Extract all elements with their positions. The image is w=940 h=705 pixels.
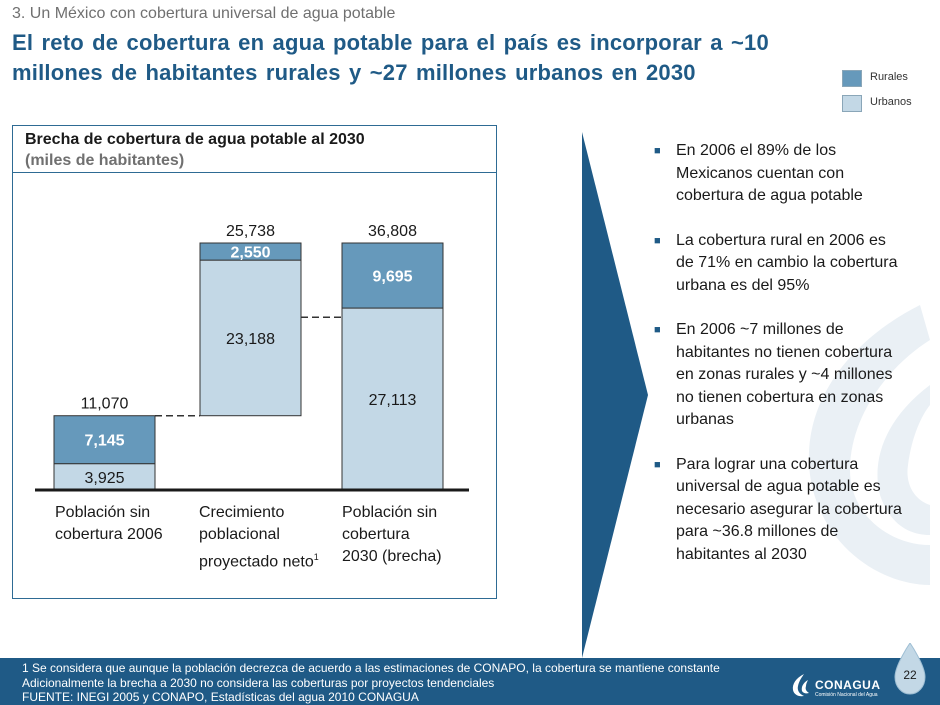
bullet-item: ■ En 2006 el 89% de los Mexicanos cuenta…: [654, 140, 904, 208]
bullet-item: ■ La cobertura rural en 2006 es de 71% e…: [654, 230, 904, 298]
chart-title: Brecha de cobertura de agua potable al 2…: [25, 131, 365, 148]
bar-urbanos-2030: [341, 307, 444, 491]
headline: El reto de cobertura en agua potable par…: [12, 28, 832, 88]
total-label-growth: 25,738: [226, 223, 275, 240]
data-label-urbanos-2006: 3,925: [84, 470, 124, 487]
footnote-1: 1 Se considera que aunque la población d…: [22, 661, 720, 675]
footnote-source: FUENTE: INEGI 2005 y CONAPO, Estadística…: [22, 690, 419, 704]
legend-swatch-rurales: [842, 70, 862, 87]
total-label-2006: 11,070: [81, 396, 129, 413]
category-label-growth-line-3: proyectado neto: [199, 553, 314, 571]
data-label-urbanos-2030: 27,113: [369, 392, 417, 409]
footer-bar: [0, 658, 940, 705]
conagua-logo-icon: [792, 674, 809, 697]
category-label-growth: Crecimiento poblacional proyectado neto1: [199, 502, 319, 573]
page-number: 22: [903, 668, 917, 682]
bullet-item: ■ En 2006 ~7 millones de habitantes no t…: [654, 319, 904, 432]
data-label-rurales-2006: 7,145: [84, 433, 124, 450]
bullet-square-icon: ■: [654, 324, 661, 336]
bullet-text: La cobertura rural en 2006 es de 71% en …: [676, 231, 898, 294]
headline-line-2: millones de habitantes rurales y ~27 mil…: [12, 60, 696, 85]
bullet-text: En 2006 ~7 millones de habitantes no tie…: [676, 321, 893, 428]
bullet-square-icon: ■: [654, 145, 661, 157]
logo-text: CONAGUA: [815, 678, 881, 692]
bar-rurales-growth: [199, 242, 302, 261]
legend-swatch-urbanos: [842, 95, 862, 112]
bullet-square-icon: ■: [654, 458, 661, 471]
key-points-list: ■ En 2006 el 89% de los Mexicanos cuenta…: [654, 140, 904, 588]
legend-label-urbanos: Urbanos: [870, 96, 912, 108]
waterfall-chart: 3,925 7,145 11,070 23,188 2,550 25,738 27,113 9…: [35, 223, 469, 492]
page-drop-icon: [894, 643, 926, 695]
chart-header: Brecha de cobertura de agua potable al 2…: [13, 126, 496, 173]
bullet-square-icon: ■: [654, 234, 661, 247]
water-drop-watermark-icon: [808, 305, 930, 585]
section-label: 3. Un México con cobertura universal de …: [12, 5, 396, 22]
logo-subtitle: Comisión Nacional del Agua: [815, 692, 878, 698]
legend-label-rurales: Rurales: [870, 71, 908, 83]
bullet-text: En 2006 el 89% de los Mexicanos cuentan …: [676, 142, 863, 204]
category-label-2006: Población sin cobertura 2006: [55, 502, 163, 546]
bar-rurales-2006: [53, 415, 156, 465]
bullet-item: ■ Para lograr una cobertura universal de…: [654, 454, 904, 567]
footnote-mark: 1: [313, 552, 319, 562]
total-label-2030: 36,808: [368, 223, 417, 240]
chart-panel: Brecha de cobertura de agua potable al 2…: [12, 125, 497, 599]
bar-rurales-2030: [341, 242, 444, 309]
bar-urbanos-2006: [53, 463, 156, 491]
chart-subtitle: (miles de habitantes): [25, 152, 185, 169]
category-label-2006-line-2: cobertura 2006: [55, 526, 163, 543]
category-label-2006-line-1: Población sin: [55, 504, 151, 521]
footnote-2: Adicionalmente la brecha a 2030 no consi…: [22, 675, 495, 690]
headline-line-1: El reto de cobertura en agua potable par…: [12, 30, 769, 55]
data-label-rurales-2030: 9,695: [372, 269, 412, 286]
data-label-rurales-growth: 2,550: [230, 245, 270, 262]
category-label-2030-line-1: Población sin: [342, 504, 438, 521]
category-label-growth-line-2: poblacional: [199, 526, 280, 543]
footnotes: 1 Se considera que aunque la población d…: [22, 661, 812, 705]
bullet-text: Para lograr una cobertura universal de a…: [676, 455, 902, 563]
data-label-urbanos-growth: 23,188: [226, 331, 275, 348]
chevron-arrow-icon: [582, 132, 648, 658]
category-label-2030-line-3: 2030 (brecha): [342, 548, 442, 565]
category-label-2030: Población sin cobertura 2030 (brecha): [342, 502, 442, 568]
category-label-growth-line-1: Crecimiento: [199, 504, 285, 521]
category-label-2030-line-2: cobertura: [342, 526, 410, 543]
